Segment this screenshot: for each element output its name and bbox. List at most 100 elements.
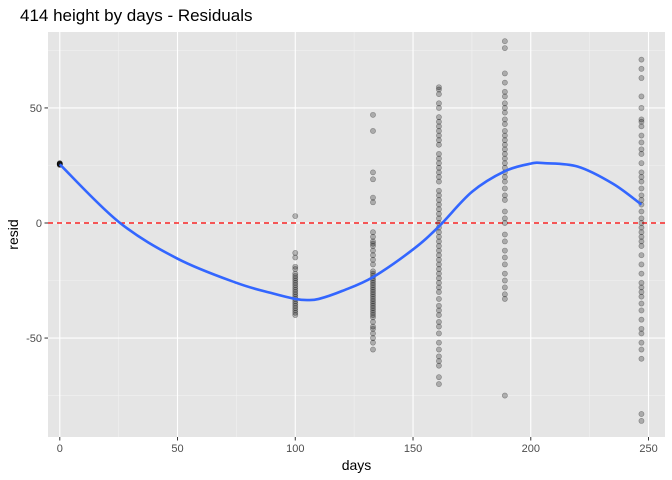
data-point <box>292 289 299 295</box>
data-point <box>638 252 645 259</box>
data-point <box>436 229 442 236</box>
data-point <box>436 100 442 107</box>
data-point <box>436 132 442 139</box>
data-point <box>638 238 645 245</box>
data-point <box>370 256 376 263</box>
chart-title: 414 height by days - Residuals <box>20 6 252 25</box>
data-point <box>501 284 508 291</box>
data-point <box>638 339 645 346</box>
data-point <box>436 178 442 185</box>
data-point <box>436 374 442 381</box>
data-point <box>292 270 299 277</box>
data-point <box>370 128 376 134</box>
data-point <box>501 132 508 139</box>
data-point <box>638 192 645 199</box>
data-point <box>501 178 508 185</box>
data-point <box>638 151 645 157</box>
y-axis-ticks: -50 0 50 <box>26 103 48 345</box>
data-point <box>436 155 442 162</box>
y-tick-label: 0 <box>36 218 42 230</box>
data-point <box>292 213 299 219</box>
data-point <box>370 286 376 293</box>
data-point <box>638 279 645 286</box>
data-point <box>501 270 508 277</box>
data-point <box>501 79 508 86</box>
data-point <box>292 254 299 261</box>
data-point <box>638 116 645 123</box>
data-point <box>501 174 508 180</box>
data-point <box>638 56 645 63</box>
data-point <box>292 282 299 289</box>
data-point <box>501 238 508 245</box>
data-point <box>638 261 645 268</box>
data-point <box>501 215 508 222</box>
data-point <box>436 151 442 157</box>
data-point <box>638 284 645 291</box>
data-point <box>436 197 442 203</box>
data-point <box>436 362 442 369</box>
data-point <box>638 411 645 417</box>
data-point <box>292 286 299 293</box>
data-point <box>292 312 299 318</box>
data-point <box>638 93 645 100</box>
data-point <box>501 197 508 203</box>
data-point <box>292 275 299 282</box>
data-point <box>370 339 376 346</box>
data-point <box>370 229 376 236</box>
data-point <box>638 208 645 215</box>
data-point <box>436 358 442 364</box>
data-point <box>370 233 376 240</box>
data-point <box>292 273 299 279</box>
data-point <box>436 169 442 176</box>
data-point <box>638 174 645 180</box>
data-point <box>638 316 645 323</box>
data-point <box>436 252 442 259</box>
data-point <box>638 220 645 226</box>
data-point <box>501 146 508 153</box>
data-point <box>370 298 376 305</box>
data-point <box>436 233 442 240</box>
data-point <box>436 270 442 277</box>
data-point <box>436 312 442 318</box>
data-point <box>370 282 376 289</box>
data-point <box>501 100 508 107</box>
data-point <box>292 300 299 307</box>
data-point <box>292 277 299 284</box>
x-tick-label: 50 <box>171 443 183 455</box>
data-point <box>638 75 645 81</box>
data-point <box>436 330 442 337</box>
data-point <box>370 300 376 307</box>
data-point <box>370 330 376 337</box>
smooth-curve <box>58 161 643 302</box>
data-point <box>501 185 508 192</box>
data-point <box>638 178 645 185</box>
data-point <box>436 137 442 144</box>
data-point <box>292 263 299 270</box>
data-point <box>436 123 442 130</box>
data-point <box>436 256 442 263</box>
smooth-curve-layer <box>58 161 643 302</box>
data-point <box>436 164 442 171</box>
data-point <box>292 302 299 309</box>
data-point <box>370 323 376 330</box>
data-point <box>501 128 508 134</box>
data-point <box>370 302 376 309</box>
data-point <box>638 417 645 424</box>
data-point <box>370 305 376 312</box>
data-point <box>501 220 508 226</box>
data-point <box>638 146 645 153</box>
data-point <box>638 105 645 111</box>
data-point <box>436 261 442 268</box>
data-point <box>501 137 508 144</box>
y-tick-label: -50 <box>26 333 42 345</box>
data-point <box>436 247 442 254</box>
data-point <box>501 261 508 268</box>
data-point <box>370 268 376 275</box>
data-point <box>436 307 442 314</box>
data-point <box>638 229 645 236</box>
data-point <box>436 353 442 360</box>
data-point <box>436 192 442 199</box>
data-point <box>436 91 442 98</box>
data-point <box>501 105 508 111</box>
data-point <box>370 314 376 321</box>
